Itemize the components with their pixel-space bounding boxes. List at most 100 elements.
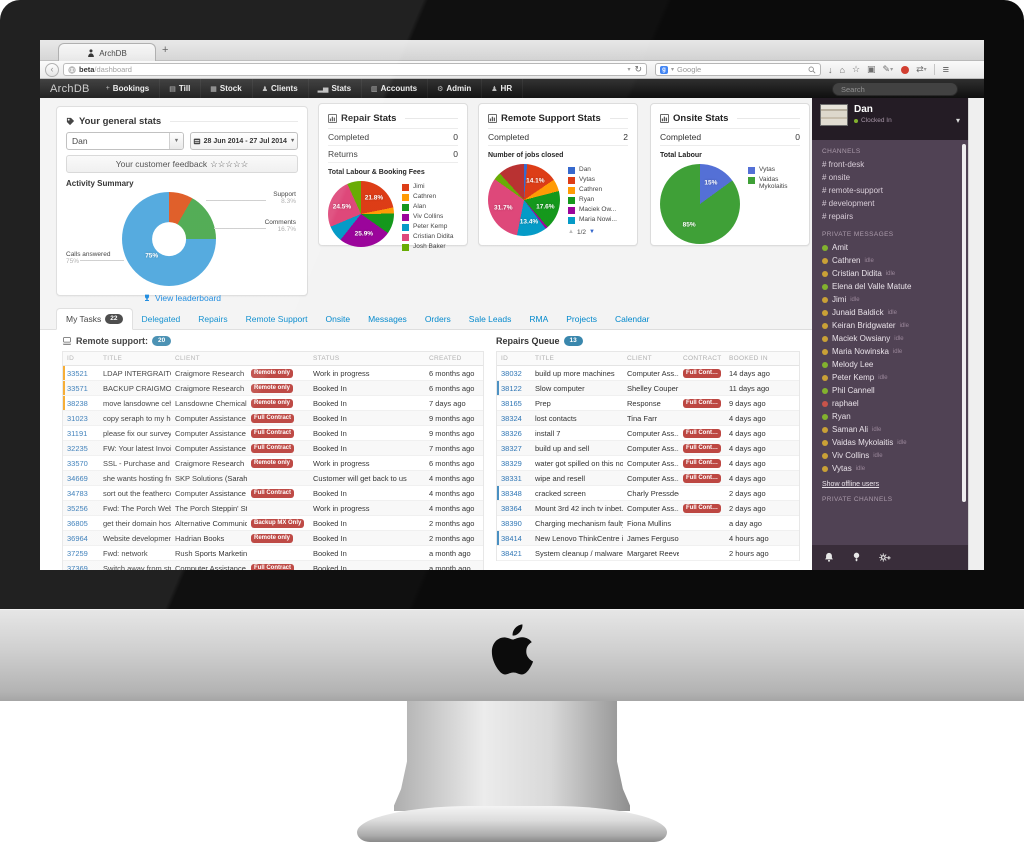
channel-item[interactable]: # remote-support <box>822 186 883 195</box>
tab-item[interactable]: Sale Leads <box>460 309 521 329</box>
table-row[interactable]: 38165 Prep Response Full Contract 9 days… <box>497 396 799 411</box>
app-brand[interactable]: ArchDB <box>50 82 90 95</box>
job-id-link[interactable]: 34669 <box>67 473 88 483</box>
reload-icon[interactable]: ↻ <box>634 64 642 74</box>
clipboard-icon[interactable]: ▣ <box>867 64 876 74</box>
job-id-link[interactable]: 36805 <box>67 518 88 528</box>
job-id-link[interactable]: 37369 <box>67 563 88 571</box>
job-id-link[interactable]: 33571 <box>67 383 88 393</box>
channel-item[interactable]: # onsite <box>822 173 851 182</box>
table-row[interactable]: 35256 Fwd: The Porch Webs... The Porch S… <box>63 501 483 516</box>
member-item[interactable]: Jimi idle <box>822 293 958 306</box>
member-item[interactable]: raphael <box>822 397 958 410</box>
member-item[interactable]: Vytas idle <box>822 462 958 475</box>
job-id-link[interactable]: 33570 <box>67 458 88 468</box>
member-item[interactable]: Saman Ali idle <box>822 423 958 436</box>
job-id-link[interactable]: 38390 <box>501 518 522 528</box>
chevron-down-icon[interactable]: ▾ <box>955 116 960 125</box>
table-row[interactable]: 38238 move lansdowne ceh... Lansdowne Ch… <box>63 396 483 411</box>
tab-item[interactable]: My Tasks 22 <box>56 308 133 330</box>
pager-up-icon[interactable]: ▲ <box>568 229 574 235</box>
pencil-dropdown-icon[interactable]: ▾ <box>890 67 894 73</box>
url-dropdown-icon[interactable]: ▾ <box>627 67 631 73</box>
view-leaderboard-link[interactable]: View leaderboard <box>66 293 298 303</box>
browser-scrollbar[interactable] <box>968 98 984 570</box>
pencil-icon[interactable]: ✎ <box>882 64 891 74</box>
table-row[interactable]: 33571 BACKUP CRAIGMOR... Craigmore Resea… <box>63 381 483 396</box>
table-row[interactable]: 38331 wipe and resell Computer Ass... Fu… <box>497 471 799 486</box>
nav-item[interactable]: ♟ Clients <box>252 79 308 98</box>
nav-item[interactable]: ▦ Stock <box>200 79 251 98</box>
job-id-link[interactable]: 33521 <box>67 368 88 378</box>
member-item[interactable]: Ryan <box>822 410 958 423</box>
job-id-link[interactable]: 38364 <box>501 503 522 513</box>
job-id-link[interactable]: 38032 <box>501 368 522 378</box>
table-row[interactable]: 37369 Switch away from stri... Computer … <box>63 561 483 570</box>
tab-item[interactable]: Orders <box>416 309 460 329</box>
member-item[interactable]: Cathren idle <box>822 254 958 267</box>
nav-item[interactable]: ▤ Till <box>159 79 200 98</box>
new-tab-button[interactable]: + <box>162 44 169 56</box>
tab-item[interactable]: RMA <box>520 309 557 329</box>
table-row[interactable]: 38390 Charging mechanism faulty Fiona Mu… <box>497 516 799 531</box>
bulb-icon[interactable] <box>852 552 861 563</box>
date-range-button[interactable]: 28 Jun 2014 - 27 Jul 2014 ▼ <box>190 132 298 150</box>
nav-item[interactable]: ▥ Accounts <box>361 79 427 98</box>
channel-item[interactable]: # front-desk <box>822 160 865 169</box>
table-row[interactable]: 38326 install 7 Computer Ass... Full Con… <box>497 426 799 441</box>
member-item[interactable]: Elena del Valle Matute <box>822 280 958 293</box>
nav-item[interactable]: ♟ HR <box>481 79 522 98</box>
table-row[interactable]: 33521 LDAP INTERGRAITON Craigmore Resear… <box>63 366 483 381</box>
job-id-link[interactable]: 38122 <box>501 383 522 393</box>
job-id-link[interactable]: 35256 <box>67 503 88 513</box>
job-id-link[interactable]: 36964 <box>67 533 88 543</box>
job-id-link[interactable]: 38324 <box>501 413 522 423</box>
job-id-link[interactable]: 37259 <box>67 548 88 558</box>
pager-down-icon[interactable]: ▼ <box>589 229 595 235</box>
table-row[interactable]: 36964 Website development Hadrian Books … <box>63 531 483 546</box>
member-item[interactable]: Phil Cannell <box>822 384 958 397</box>
table-row[interactable]: 32235 FW: Your latest Invoic... Computer… <box>63 441 483 456</box>
table-row[interactable]: 38122 Slow computer Shelley Couper 11 da… <box>497 381 799 396</box>
job-id-link[interactable]: 31023 <box>67 413 88 423</box>
job-id-link[interactable]: 38421 <box>501 548 522 558</box>
app-search-input[interactable] <box>832 82 958 96</box>
url-bar[interactable]: beta/dashboard ▾ ↻ <box>63 63 647 76</box>
job-id-link[interactable]: 38331 <box>501 473 522 483</box>
job-id-link[interactable]: 38329 <box>501 458 522 468</box>
download-icon[interactable]: ↓ <box>828 64 833 75</box>
job-id-link[interactable]: 31191 <box>67 428 88 438</box>
sidebar-user[interactable]: Dan Clocked In ▾ <box>812 98 968 140</box>
sync-icon[interactable]: ⇄ <box>916 64 924 74</box>
table-row[interactable]: 38329 water got spilled on this no... Co… <box>497 456 799 471</box>
customer-feedback-button[interactable]: Your customer feedback ☆☆☆☆☆ <box>66 155 298 173</box>
sidebar-scrollbar[interactable] <box>962 144 966 502</box>
table-row[interactable]: 38414 New Lenovo ThinkCentre i... James … <box>497 531 799 546</box>
table-row[interactable]: 33570 SSL - Purchase and s... Craigmore … <box>63 456 483 471</box>
tab-item[interactable]: Onsite <box>316 309 359 329</box>
table-row[interactable]: 34783 sort out the feathercoi... Compute… <box>63 486 483 501</box>
tab-item[interactable]: Remote Support <box>237 309 317 329</box>
job-id-link[interactable]: 38414 <box>501 533 522 543</box>
settings-add-icon[interactable] <box>879 552 891 563</box>
job-id-link[interactable]: 38348 <box>501 488 522 498</box>
job-id-link[interactable]: 38238 <box>67 398 88 408</box>
member-item[interactable]: Maciek Owsiany idle <box>822 332 958 345</box>
member-item[interactable]: Peter Kemp idle <box>822 371 958 384</box>
member-item[interactable]: Viv Collins idle <box>822 449 958 462</box>
browser-search[interactable]: g ▾ Google <box>655 63 821 76</box>
nav-item[interactable]: + Bookings <box>96 79 160 98</box>
job-id-link[interactable]: 38165 <box>501 398 522 408</box>
table-row[interactable]: 31191 please fix our survey ... Computer… <box>63 426 483 441</box>
back-button[interactable]: ‹ <box>45 62 59 77</box>
sync-dropdown-icon[interactable]: ▾ <box>923 67 927 73</box>
home-icon[interactable]: ⌂ <box>839 64 845 75</box>
magnifier-icon[interactable] <box>808 66 816 74</box>
nav-item[interactable]: ▂▅ Stats <box>308 79 361 98</box>
bell-icon[interactable] <box>824 552 834 563</box>
tab-item[interactable]: Repairs <box>189 309 236 329</box>
job-id-link[interactable]: 32235 <box>67 443 88 453</box>
tab-item[interactable]: Delegated <box>133 309 190 329</box>
adblock-icon[interactable] <box>901 65 910 74</box>
table-row[interactable]: 31023 copy seraph to my ho... Computer A… <box>63 411 483 426</box>
